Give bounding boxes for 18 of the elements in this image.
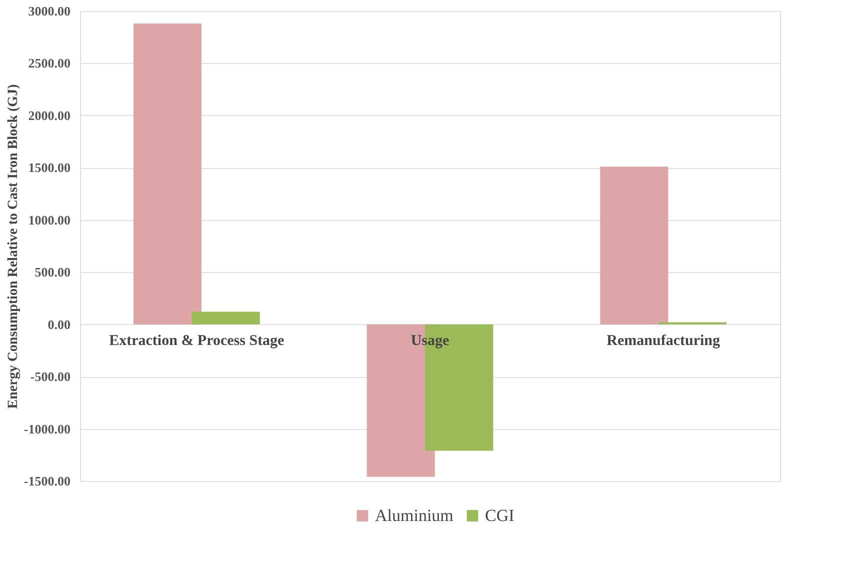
y-tick-label: 1000.00 — [28, 212, 70, 228]
y-tick-label: 2500.00 — [28, 56, 70, 71]
y-tick-label: 1500.00 — [28, 160, 70, 176]
bar — [133, 24, 202, 324]
y-axis-title: Energy Consumption Relative to Cast Iron Block (GJ) — [6, 84, 21, 409]
legend-label: Aluminium — [375, 506, 454, 525]
y-tick-label: 2000.00 — [28, 108, 70, 123]
x-tick-label: Extraction & Process Stage — [109, 332, 285, 349]
y-tick-label: -1000.00 — [24, 421, 70, 436]
y-tick-label: 3000.00 — [28, 4, 70, 18]
legend-label: CGI — [485, 506, 515, 525]
bar — [600, 166, 668, 324]
bar — [192, 312, 260, 324]
y-tick-label: 500.00 — [34, 264, 70, 280]
y-tick-label: 0.00 — [48, 316, 70, 332]
y-tick-label: -500.00 — [30, 369, 70, 384]
x-tick-label: Remanufacturing — [606, 332, 720, 349]
y-tick-label: -1500.00 — [24, 474, 70, 488]
